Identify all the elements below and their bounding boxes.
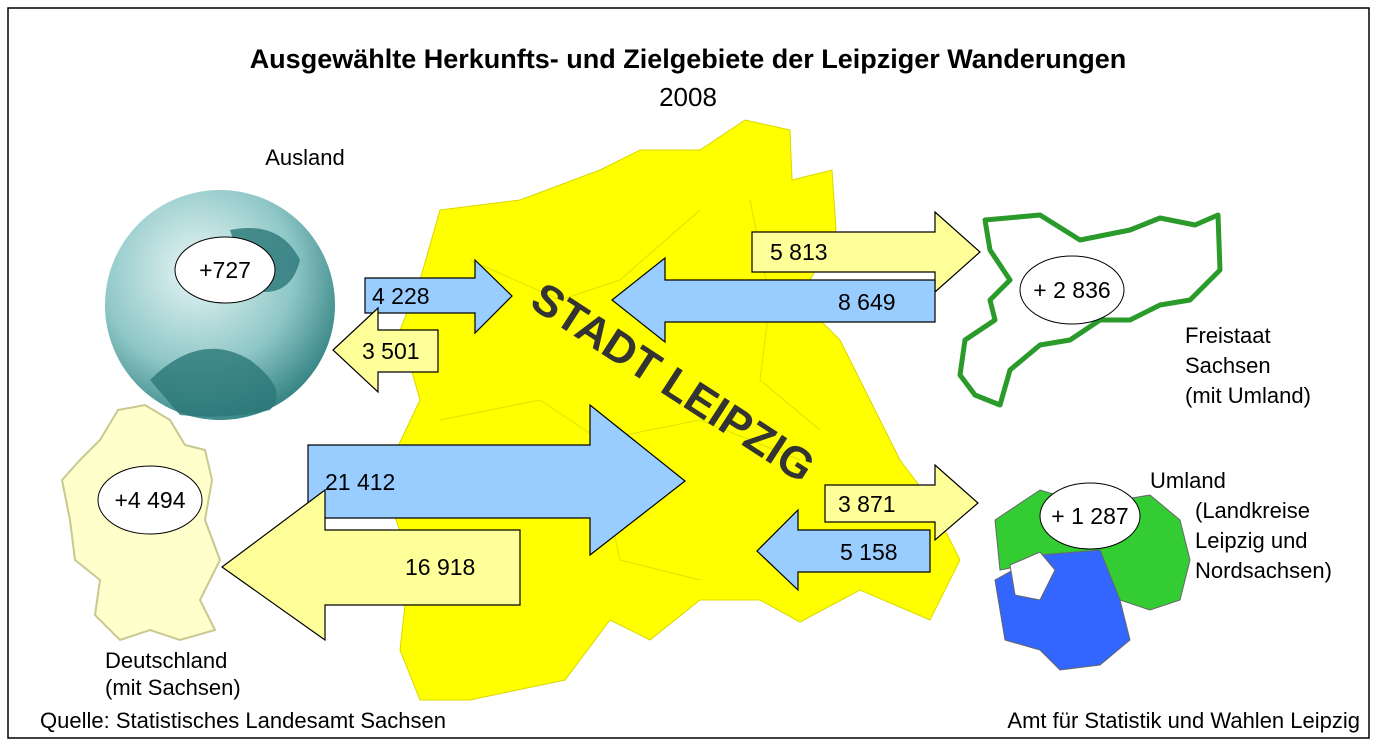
flow-value: 5 158: [840, 539, 898, 565]
sachsen-map: [957, 212, 1223, 408]
region-label: (mit Sachsen): [105, 675, 241, 700]
region-label: (Landkreise: [1195, 498, 1310, 523]
region-label: Leipzig und: [1195, 528, 1308, 553]
balance-ellipse: [97, 465, 203, 535]
arrows: [220, 210, 981, 642]
region-label: Umland: [1150, 468, 1226, 493]
arrow-in: [307, 403, 686, 557]
balance-ellipse: [174, 236, 276, 304]
arrow-out: [220, 488, 521, 642]
region-label: Freistaat: [1185, 323, 1271, 348]
balance: +4 494: [115, 487, 186, 513]
arrow-out: [332, 306, 439, 394]
arrow-out: [824, 463, 979, 542]
balance: + 2 836: [1033, 277, 1110, 303]
flow-value: 3 501: [362, 338, 420, 364]
flow-value: 3 871: [838, 491, 896, 517]
arrow-in: [611, 256, 936, 344]
region-label: (mit Umland): [1185, 383, 1311, 408]
region-label: Sachsen: [1185, 353, 1271, 378]
publisher: Amt für Statistik und Wahlen Leipzig: [1007, 708, 1360, 733]
flow-value: 16 918: [405, 554, 475, 580]
balance-ellipse: [1039, 482, 1141, 550]
title: Ausgewählte Herkunfts- und Zielgebiete d…: [250, 44, 1127, 74]
flow-value: 8 649: [838, 289, 896, 315]
region-label: Nordsachsen): [1195, 558, 1332, 583]
subtitle: 2008: [659, 82, 717, 112]
flow-value: 4 228: [372, 283, 430, 309]
arrow-in: [364, 258, 513, 335]
leipzig-hole: [1009, 551, 1056, 601]
region-label: Ausland: [265, 145, 345, 170]
arrow-in: [756, 508, 931, 592]
flow-value: 21 412: [325, 469, 395, 495]
region-label: Deutschland: [105, 648, 227, 673]
arrow-out: [751, 210, 981, 294]
balance: + 1 287: [1051, 503, 1128, 529]
balance: +727: [199, 257, 251, 283]
balance-ellipse: [1019, 255, 1125, 325]
flow-value: 5 813: [770, 239, 828, 265]
source: Quelle: Statistisches Landesamt Sachsen: [40, 708, 446, 733]
